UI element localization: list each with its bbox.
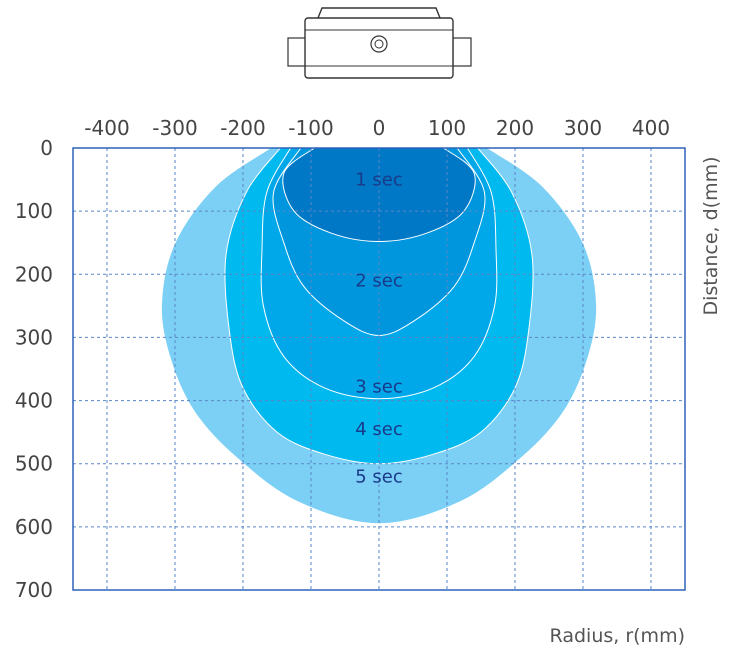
y-axis-title: Distance, d(mm): [700, 156, 722, 315]
zone-label: 5 sec: [355, 466, 403, 487]
plot-frame: [72, 147, 686, 591]
x-tick-label: -300: [152, 116, 197, 140]
x-tick-label: 400: [632, 116, 670, 140]
x-tick-label: -200: [220, 116, 265, 140]
zone-label: 1 sec: [355, 170, 403, 191]
x-tick-label: 100: [428, 116, 466, 140]
y-tick-label: 600: [15, 515, 53, 539]
x-tick-label: -400: [84, 116, 129, 140]
y-tick-label: 400: [15, 389, 53, 413]
x-tick-label: 300: [564, 116, 602, 140]
x-tick-label: 200: [496, 116, 534, 140]
y-tick-label: 500: [15, 452, 53, 476]
y-tick-label: 300: [15, 325, 53, 349]
y-tick-label: 200: [15, 262, 53, 286]
y-tick-label: 100: [15, 199, 53, 223]
y-tick-label: 0: [40, 136, 53, 160]
zone-label: 4 sec: [355, 419, 403, 440]
x-tick-label: -100: [288, 116, 333, 140]
x-tick-label: 0: [373, 116, 386, 140]
zone-1-sec: [282, 148, 476, 243]
zone-label: 3 sec: [355, 377, 403, 398]
y-tick-label: 700: [15, 578, 53, 602]
x-axis-title: Radius, r(mm): [550, 625, 685, 647]
zone-label: 2 sec: [355, 271, 403, 292]
sensor-device-icon: [287, 7, 472, 79]
